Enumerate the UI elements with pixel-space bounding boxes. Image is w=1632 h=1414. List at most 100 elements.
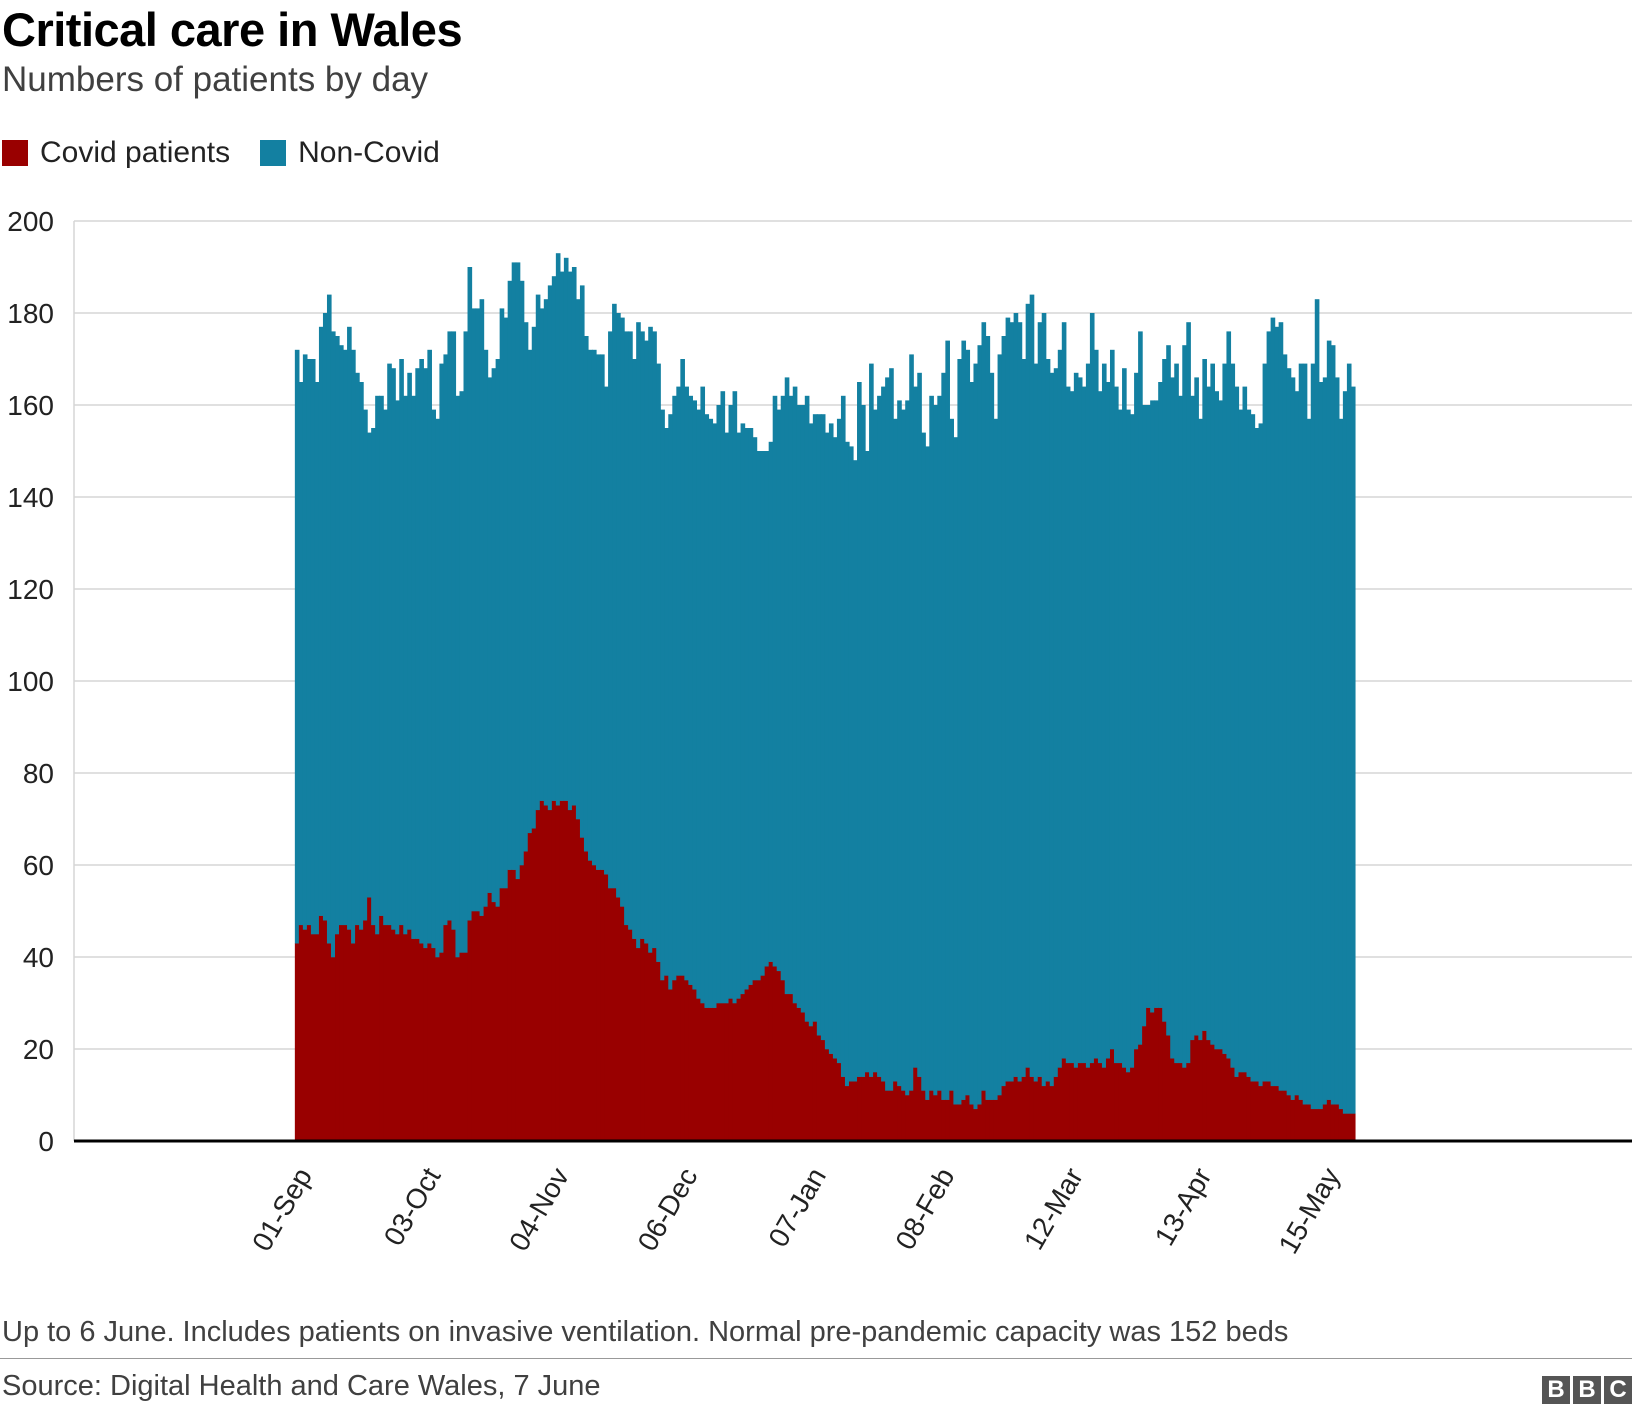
covid-bar bbox=[1226, 1058, 1232, 1141]
non-covid-bar bbox=[463, 331, 469, 953]
covid-bar bbox=[672, 980, 677, 1141]
bbc-logo-letter: B bbox=[1542, 1376, 1570, 1404]
non-covid-bar bbox=[1150, 400, 1155, 1013]
covid-bar bbox=[1085, 1067, 1091, 1141]
covid-bar bbox=[463, 952, 469, 1141]
covid-bar bbox=[865, 1072, 870, 1141]
non-covid-bar bbox=[467, 267, 473, 921]
covid-bar bbox=[1021, 1076, 1027, 1141]
non-covid-bar bbox=[1182, 345, 1187, 1068]
covid-bar bbox=[1109, 1049, 1115, 1141]
x-tick-label: 13-Apr bbox=[1149, 1163, 1218, 1251]
covid-bar bbox=[555, 805, 561, 1141]
covid-bar bbox=[893, 1081, 898, 1141]
non-covid-bar bbox=[391, 368, 396, 930]
covid-bar bbox=[905, 1095, 910, 1141]
covid-bar bbox=[640, 938, 645, 1141]
covid-bar bbox=[1198, 1039, 1203, 1141]
x-tick-label: 01-Sep bbox=[246, 1163, 318, 1257]
covid-bar bbox=[788, 993, 794, 1141]
non-covid-bar bbox=[1350, 386, 1356, 1114]
covid-bar bbox=[395, 934, 400, 1141]
non-covid-bar bbox=[491, 368, 497, 903]
covid-bar bbox=[1338, 1108, 1344, 1141]
y-tick-label: 160 bbox=[7, 390, 54, 421]
covid-bar bbox=[824, 1049, 830, 1141]
covid-bar bbox=[816, 1035, 822, 1141]
covid-bar bbox=[1282, 1090, 1288, 1141]
covid-bar bbox=[1330, 1104, 1336, 1141]
covid-bar bbox=[684, 980, 689, 1141]
non-covid-bar bbox=[347, 326, 352, 930]
covid-bar bbox=[604, 874, 609, 1141]
covid-bar bbox=[571, 805, 577, 1141]
non-covid-bar bbox=[1170, 377, 1175, 1059]
non-covid-bar bbox=[1314, 299, 1320, 1110]
covid-bar bbox=[853, 1081, 858, 1141]
non-covid-bar bbox=[648, 326, 653, 953]
covid-bar bbox=[700, 1003, 706, 1141]
non-covid-bar bbox=[933, 405, 938, 1096]
covid-bar bbox=[1017, 1081, 1023, 1141]
covid-bar bbox=[1238, 1072, 1244, 1141]
non-covid-bar bbox=[877, 395, 882, 1077]
covid-bar bbox=[1218, 1049, 1224, 1141]
non-covid-bar bbox=[1041, 313, 1047, 1087]
covid-bar bbox=[1214, 1049, 1220, 1141]
covid-bar bbox=[921, 1090, 926, 1141]
covid-bar bbox=[491, 901, 497, 1141]
covid-bar bbox=[1093, 1058, 1099, 1141]
non-covid-bar bbox=[668, 414, 673, 990]
covid-bar bbox=[612, 888, 617, 1141]
non-covid-bar bbox=[1262, 363, 1268, 1082]
covid-bar bbox=[591, 865, 597, 1141]
y-tick-label: 20 bbox=[23, 1034, 54, 1065]
non-covid-bar bbox=[792, 386, 798, 1004]
covid-bar bbox=[443, 924, 449, 1141]
covid-bar bbox=[306, 924, 312, 1141]
covid-bar bbox=[1250, 1081, 1256, 1141]
covid-bar bbox=[848, 1081, 854, 1141]
non-covid-bar bbox=[1186, 322, 1191, 1064]
covid-bar bbox=[302, 929, 308, 1141]
non-covid-bar bbox=[1065, 386, 1071, 1064]
covid-bar bbox=[1326, 1099, 1332, 1141]
y-tick-label: 60 bbox=[23, 850, 54, 881]
covid-bar bbox=[1114, 1062, 1119, 1141]
covid-bar bbox=[772, 966, 778, 1141]
covid-bar bbox=[840, 1076, 846, 1141]
non-covid-bar bbox=[539, 308, 545, 801]
non-covid-bar bbox=[628, 331, 633, 930]
covid-bar bbox=[487, 892, 493, 1141]
non-covid-bar bbox=[1142, 405, 1147, 1027]
non-covid-bar bbox=[1282, 354, 1288, 1091]
x-tick-label: 07-Jan bbox=[762, 1163, 832, 1253]
non-covid-bar bbox=[816, 414, 822, 1036]
covid-bar bbox=[1158, 1007, 1163, 1141]
non-covid-bar bbox=[1005, 317, 1011, 1082]
non-covid-bar bbox=[1029, 294, 1035, 1077]
covid-bar bbox=[1061, 1058, 1067, 1141]
non-covid-bar bbox=[1246, 409, 1252, 1077]
covid-bar bbox=[1194, 1035, 1199, 1141]
bbc-logo-letter: B bbox=[1573, 1376, 1601, 1404]
non-covid-bar bbox=[1009, 322, 1015, 1082]
non-covid-bar bbox=[973, 363, 979, 1110]
covid-bar bbox=[1142, 1026, 1147, 1141]
non-covid-bar bbox=[1250, 414, 1256, 1082]
non-covid-bar bbox=[1290, 377, 1296, 1100]
covid-bar bbox=[764, 966, 770, 1141]
covid-bar bbox=[1274, 1085, 1280, 1141]
non-covid-bar bbox=[981, 322, 987, 1091]
covid-bar bbox=[547, 809, 553, 1141]
non-covid-bar bbox=[1118, 409, 1123, 1064]
covid-bar bbox=[648, 952, 653, 1141]
non-covid-bar bbox=[1017, 322, 1023, 1082]
covid-bar bbox=[1154, 1007, 1159, 1141]
non-covid-bar bbox=[616, 313, 621, 898]
non-covid-bar bbox=[953, 437, 959, 1105]
non-covid-bar bbox=[1134, 372, 1139, 1050]
non-covid-bar bbox=[732, 391, 738, 1004]
non-covid-bar bbox=[1206, 386, 1211, 1041]
covid-bar bbox=[1222, 1053, 1228, 1141]
